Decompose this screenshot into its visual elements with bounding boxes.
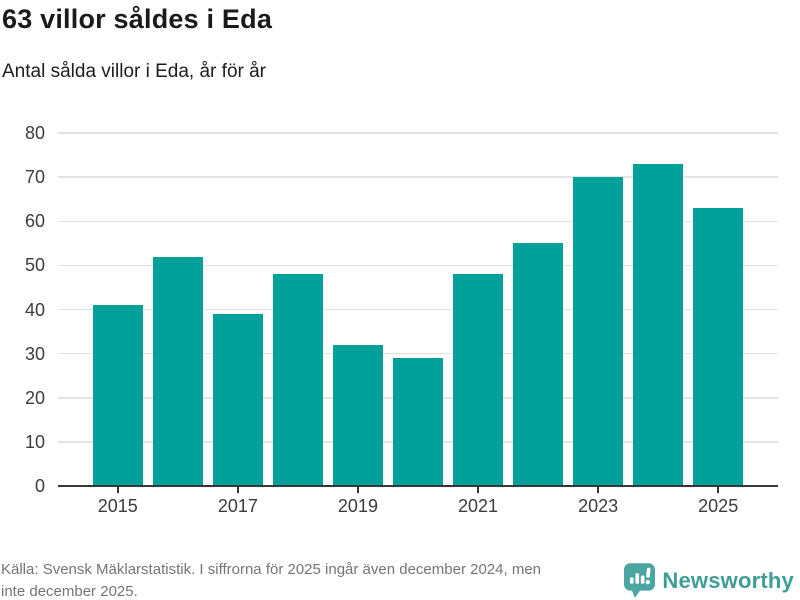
x-axis-line	[58, 484, 778, 487]
x-tick-2017	[236, 486, 239, 493]
bar-2017	[213, 313, 263, 486]
x-tick-2025	[717, 486, 720, 493]
y-tick-label-70: 70	[24, 167, 45, 188]
bar-2018	[273, 274, 323, 486]
x-tick-2023	[597, 486, 600, 493]
x-tick-label-2021: 2021	[458, 496, 499, 516]
source-note: Källa: Svensk Mäklarstatistik. I siffror…	[1, 559, 541, 600]
y-tick-label-40: 40	[24, 299, 45, 320]
y-tick-label-80: 80	[24, 123, 45, 143]
source-note-line2: inte december 2025.	[1, 582, 138, 600]
newsworthy-logo: Newsworthy	[624, 562, 794, 599]
newsworthy-icon	[624, 562, 656, 598]
bar-2020	[393, 358, 443, 486]
gridline-y-80	[58, 132, 778, 134]
source-note-line1: Källa: Svensk Mäklarstatistik. I siffror…	[1, 561, 541, 578]
y-tick-label-30: 30	[24, 343, 45, 364]
x-tick-label-2025: 2025	[698, 496, 739, 516]
gridline-y-50	[58, 264, 778, 267]
x-tick-label-2017: 2017	[217, 496, 258, 516]
bar-2021	[453, 274, 503, 486]
gridline-y-70	[58, 176, 778, 178]
gridline-y-40	[58, 308, 778, 311]
gridline-y-30	[58, 352, 778, 355]
bar-2025	[693, 208, 743, 486]
x-tick-label-2023: 2023	[578, 496, 619, 516]
y-tick-label-60: 60	[24, 211, 45, 232]
bar-2019	[333, 344, 383, 486]
x-tick-2021	[477, 486, 480, 493]
bar-2022	[513, 243, 563, 486]
y-tick-label-10: 10	[24, 431, 45, 452]
x-tick-2015	[116, 486, 119, 493]
x-tick-2019	[356, 486, 359, 493]
chart-title: 63 villor såldes i Eda	[2, 4, 273, 34]
y-tick-label-0: 0	[34, 476, 45, 496]
bar-2024	[633, 163, 683, 486]
y-tick-label-20: 20	[24, 387, 45, 408]
newsworthy-wordmark: Newsworthy	[662, 567, 794, 593]
gridline-y-60	[58, 220, 778, 222]
chart-subtitle: Antal sålda villor i Eda, år för år	[2, 61, 267, 82]
bar-2015	[93, 305, 143, 486]
x-tick-label-2015: 2015	[97, 496, 138, 516]
y-tick-label-50: 50	[24, 255, 45, 276]
bar-2016	[153, 256, 203, 486]
x-tick-label-2019: 2019	[337, 496, 378, 516]
bar-2023	[573, 177, 623, 486]
